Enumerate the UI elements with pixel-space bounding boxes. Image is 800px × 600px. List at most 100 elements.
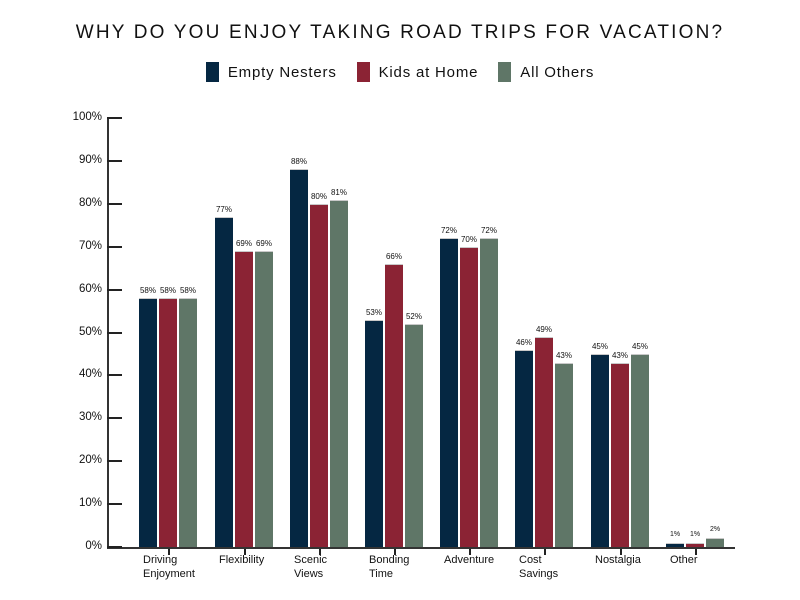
legend-item: Empty Nesters: [205, 62, 337, 82]
x-tick-label: Cost Savings: [519, 553, 589, 581]
y-tick: [107, 245, 122, 248]
bar-kids-at-home: [159, 298, 177, 547]
value-label: 88%: [290, 157, 307, 167]
x-tick: [620, 549, 622, 555]
y-tick: [107, 117, 122, 119]
value-label: 43%: [555, 350, 572, 360]
y-tick-label: 60%: [78, 282, 102, 295]
x-tick: [168, 549, 170, 555]
chart-title: WHY DO YOU ENJOY TAKING ROAD TRIPS FOR V…: [75, 22, 725, 43]
y-tick: [107, 503, 122, 506]
value-label: 70%: [460, 234, 477, 244]
y-tick-label: 30%: [78, 411, 102, 424]
x-axis-line: [107, 547, 735, 549]
category-label-line: Views: [294, 568, 324, 580]
y-tick-label: 70%: [78, 239, 102, 252]
x-tick-label: Driving Enjoyment: [143, 553, 213, 581]
category-label-line: Savings: [519, 568, 559, 580]
value-label: 46%: [515, 337, 532, 347]
y-tick: [107, 202, 122, 205]
bar-all-others: [706, 538, 724, 547]
x-tick: [469, 549, 471, 555]
x-tick-label: Adventure: [444, 553, 514, 567]
value-label: 45%: [631, 341, 648, 351]
value-label: 52%: [405, 311, 422, 321]
legend-swatch: [205, 62, 219, 82]
category-label-line: Scenic: [294, 554, 328, 566]
bar-all-others: [480, 238, 498, 547]
x-tick-label: Bonding Time: [369, 553, 439, 581]
category-label-line: Nostalgia: [595, 554, 641, 566]
x-tick-label: Nostalgia: [595, 553, 665, 567]
value-label: 1%: [669, 530, 681, 538]
bar-empty-nesters: [515, 349, 533, 547]
bar-empty-nesters: [591, 353, 609, 547]
bar-kids-at-home: [686, 542, 704, 547]
bar-all-others: [255, 250, 273, 547]
legend: Empty Nesters Kids at Home All Others: [0, 62, 800, 82]
y-tick: [107, 417, 122, 420]
y-tick: [107, 460, 122, 463]
bar-kids-at-home: [310, 203, 328, 547]
bar-all-others: [555, 362, 573, 547]
value-label: 69%: [255, 238, 272, 248]
category-label-line: Enjoyment: [143, 568, 195, 580]
category-label-line: Driving: [143, 554, 178, 566]
x-tick-label: Flexibility: [219, 553, 289, 567]
y-tick-label: 80%: [78, 196, 102, 209]
bar-empty-nesters: [440, 238, 458, 547]
y-tick-label: 10%: [78, 497, 102, 510]
value-label: 72%: [480, 226, 497, 236]
category-label-line: Cost: [519, 554, 542, 566]
legend-item: All Others: [498, 62, 594, 82]
value-label: 80%: [310, 191, 327, 201]
category-label-line: Flexibility: [219, 554, 265, 566]
value-label: 58%: [139, 286, 156, 296]
y-tick: [107, 159, 122, 162]
category-label-line: Time: [369, 568, 394, 580]
bar-kids-at-home: [235, 250, 253, 547]
bar-empty-nesters: [215, 216, 233, 547]
bar-empty-nesters: [290, 169, 308, 547]
y-tick-label: 100%: [72, 111, 102, 123]
category-label-line: Adventure: [444, 554, 495, 566]
value-label: 58%: [179, 286, 196, 296]
bar-empty-nesters: [666, 542, 684, 547]
bar-all-others: [330, 199, 348, 547]
bar-kids-at-home: [611, 362, 629, 547]
legend-label: All Others: [520, 63, 595, 81]
y-tick: [107, 374, 122, 377]
bar-all-others: [405, 323, 423, 547]
y-tick-label: 20%: [78, 454, 102, 467]
y-tick: [107, 546, 122, 548]
x-tick: [244, 549, 246, 555]
x-tick: [544, 549, 546, 555]
bar-all-others: [179, 298, 197, 547]
category-label-line: Bonding: [369, 554, 410, 566]
y-tick: [107, 331, 122, 334]
legend-swatch: [498, 62, 512, 82]
bar-kids-at-home: [460, 246, 478, 547]
category-label-line: Other: [670, 554, 698, 566]
x-tick-label: Other: [670, 553, 740, 567]
value-label: 1%: [689, 530, 701, 538]
legend-label: Kids at Home: [378, 63, 479, 81]
bar-all-others: [631, 353, 649, 547]
x-tick: [394, 549, 396, 555]
value-label: 43%: [611, 350, 628, 360]
bar-empty-nesters: [139, 298, 157, 547]
y-tick: [107, 288, 122, 291]
x-tick-label: Scenic Views: [294, 553, 364, 581]
value-label: 81%: [330, 187, 347, 197]
legend-swatch: [356, 62, 370, 82]
bar-kids-at-home: [535, 336, 553, 547]
value-label: 49%: [535, 324, 552, 334]
y-tick-label: 90%: [78, 153, 102, 166]
x-tick: [695, 549, 697, 555]
bar-kids-at-home: [385, 263, 403, 547]
legend-label: Empty Nesters: [227, 63, 337, 81]
legend-item: Kids at Home: [356, 62, 479, 82]
value-label: 66%: [385, 251, 402, 261]
value-label: 58%: [159, 286, 176, 296]
value-label: 69%: [235, 238, 252, 248]
